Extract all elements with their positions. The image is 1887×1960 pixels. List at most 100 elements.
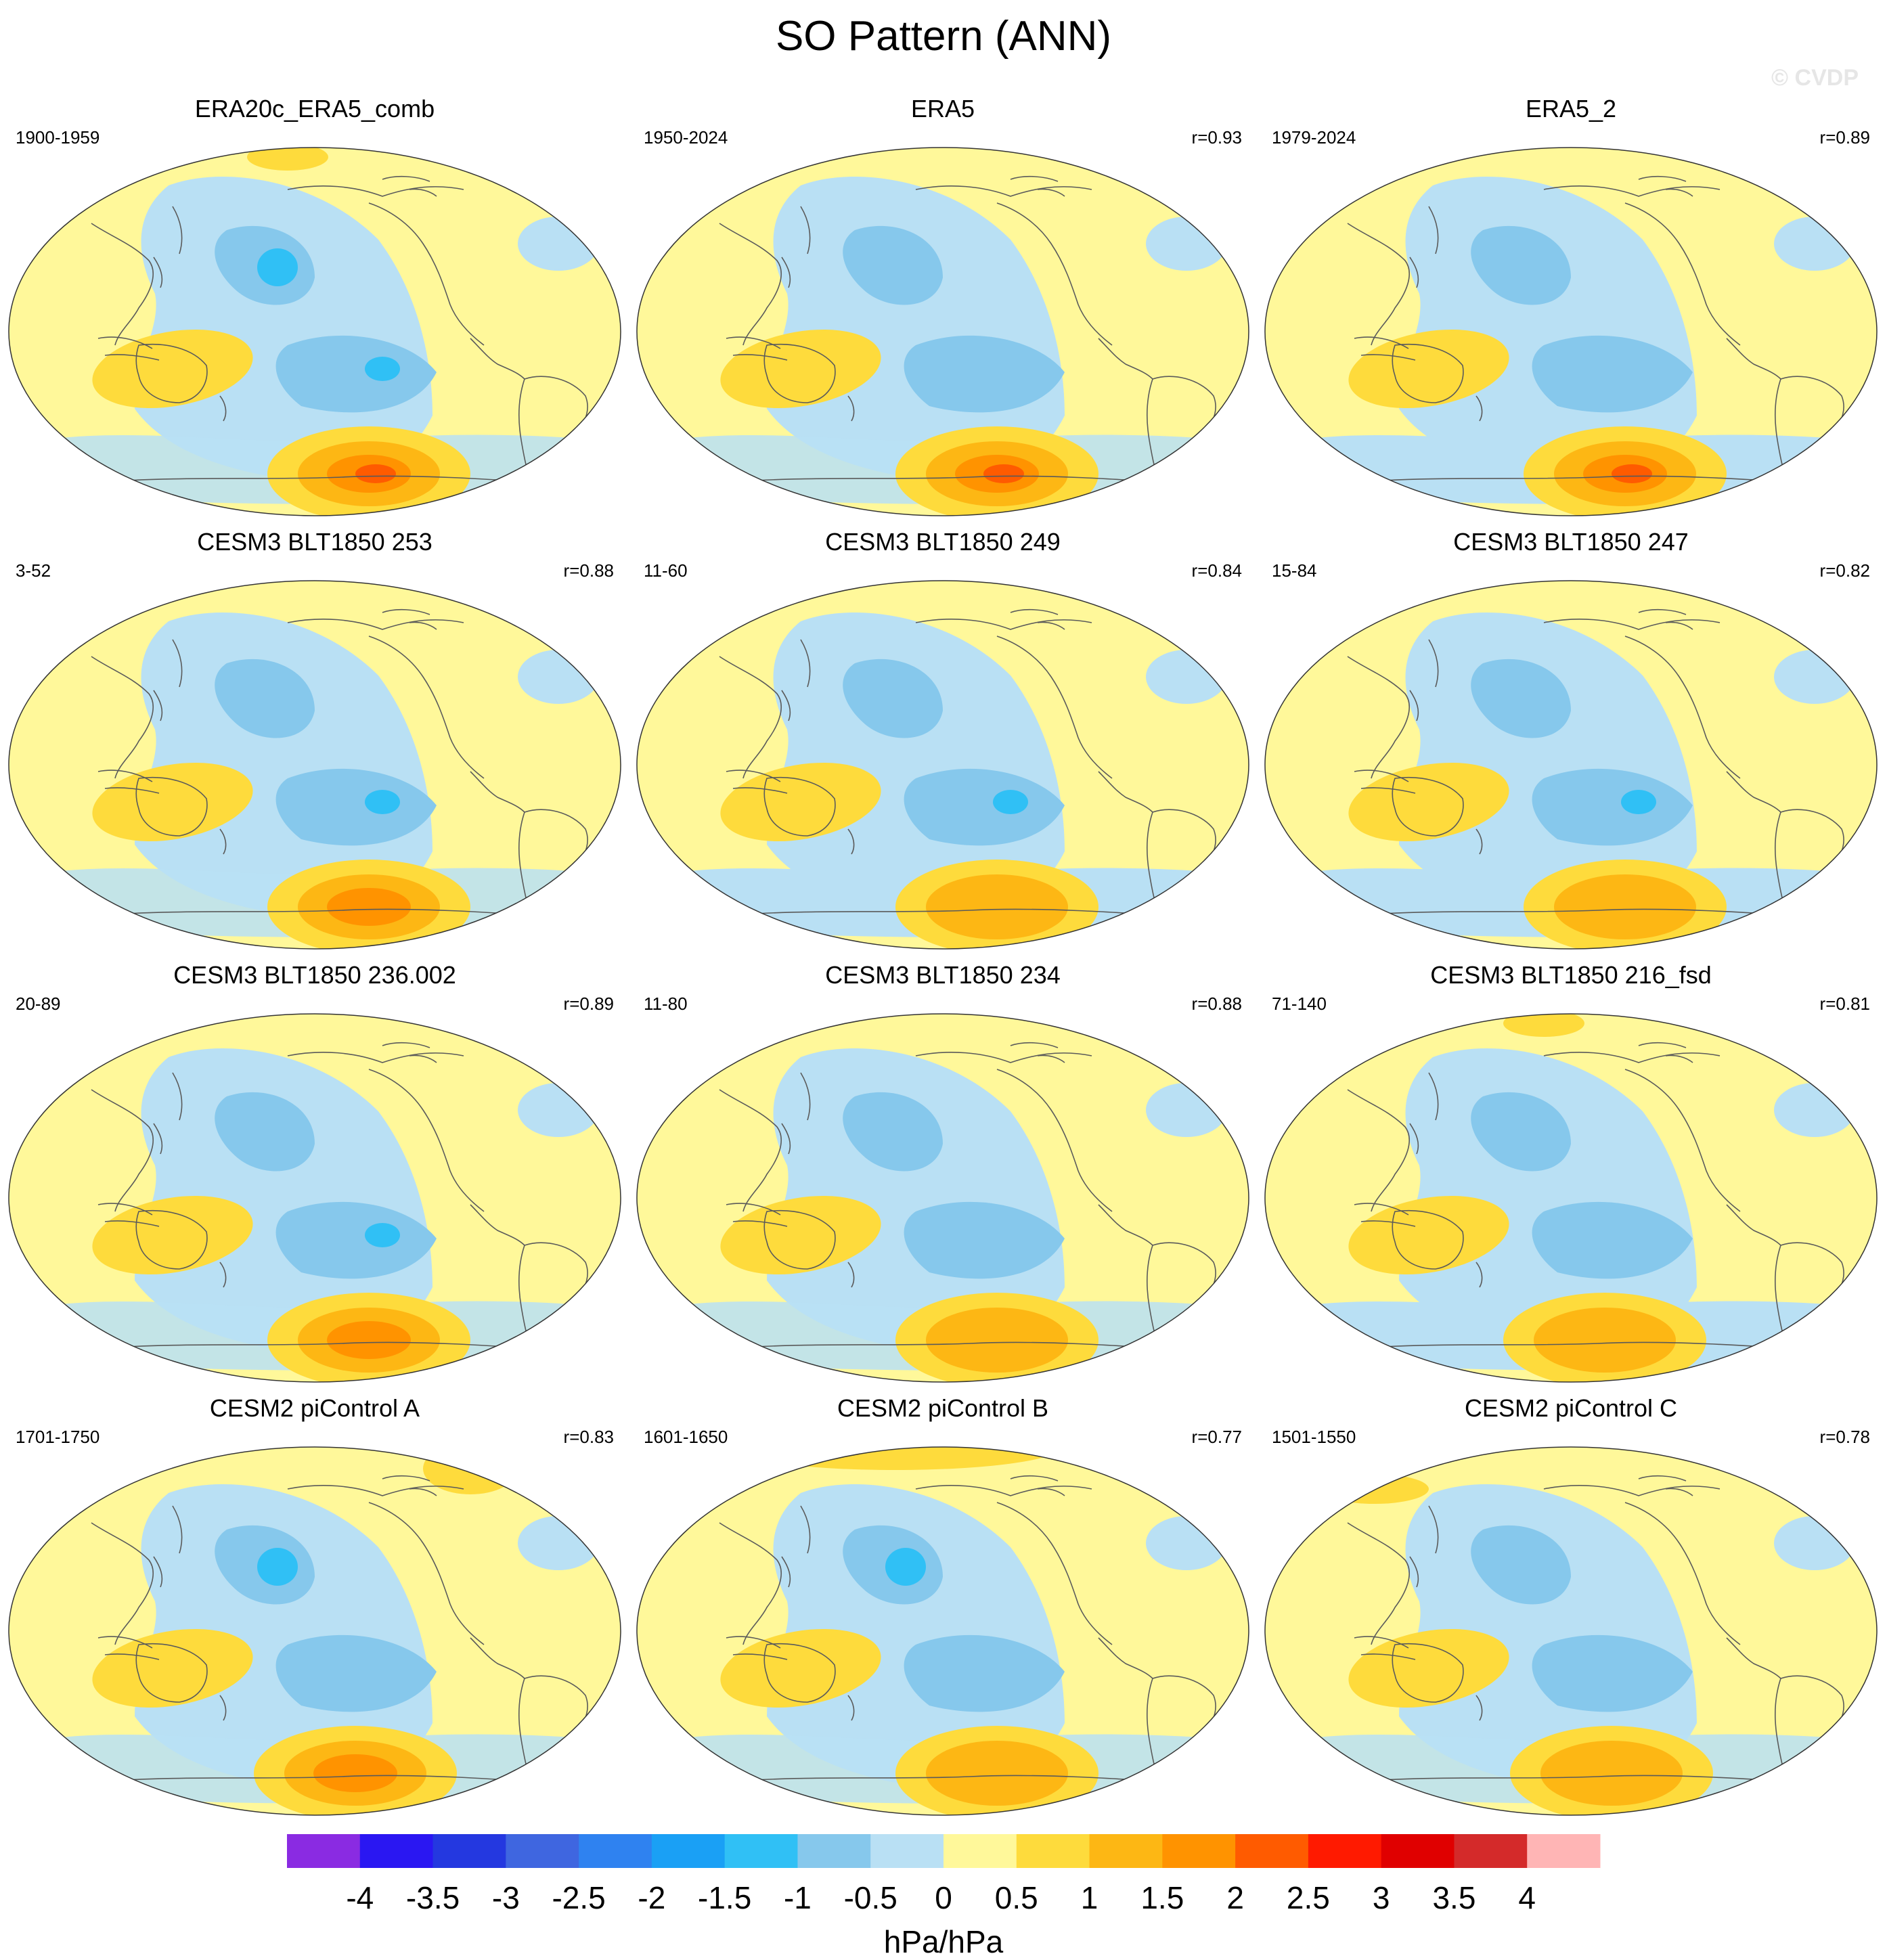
map-border — [636, 580, 1249, 950]
coastline-segment — [763, 343, 836, 403]
coastline-segment — [382, 608, 437, 630]
map-svg — [8, 580, 621, 950]
field-atlantic-low — [518, 650, 599, 704]
map-svg — [8, 1013, 621, 1383]
field-atlantic-low — [1146, 217, 1227, 271]
coastline-segment — [726, 336, 788, 361]
coastline-segment — [470, 1204, 525, 1246]
colorbar-swatch — [579, 1834, 652, 1868]
colorbar-tick-label: 3.5 — [1432, 1880, 1475, 1915]
field-spac-low — [1532, 1634, 1693, 1712]
colorbar-swatch — [1235, 1834, 1309, 1868]
coastline-segment — [996, 1069, 1113, 1212]
field-atlantic-low — [1774, 217, 1855, 271]
map-svg — [636, 1446, 1249, 1816]
colorbar-swatch — [1308, 1834, 1382, 1868]
map-border — [8, 1446, 621, 1816]
coastline-segment — [1392, 1643, 1464, 1703]
map-fields — [9, 1014, 621, 1382]
panel-title: ERA20c_ERA5_comb — [194, 95, 435, 122]
colorbar-swatch — [724, 1834, 798, 1868]
coastline-segment — [726, 1636, 788, 1660]
coastline-segment — [219, 1695, 227, 1721]
field-spac-low — [904, 1634, 1065, 1712]
coastline-segment — [996, 636, 1113, 779]
field-southern-high-l3 — [926, 1741, 1068, 1806]
coastline-segment — [91, 656, 154, 779]
coastline-segment — [219, 395, 227, 422]
coastline-segment — [1638, 1042, 1693, 1063]
field-australia-high — [92, 329, 253, 409]
coastline-segment — [1726, 1637, 1781, 1679]
coastline-segment — [91, 1089, 154, 1212]
panel-title: CESM2 piControl C — [1464, 1394, 1678, 1422]
coastline-segment — [847, 1695, 855, 1721]
watermark: © CVDP — [1771, 65, 1859, 91]
map-border — [1264, 1446, 1878, 1816]
field-spac-low — [275, 335, 437, 413]
coastline-segment — [1726, 771, 1781, 813]
field-southern-high-l3 — [1534, 1308, 1676, 1373]
map-panel: ERA20c_ERA5_comb 1900-1959 — [3, 95, 626, 521]
colorbar-tick-label: 0.5 — [995, 1880, 1038, 1915]
field-arctic-high — [1503, 1014, 1584, 1037]
coastline-segment — [763, 776, 836, 837]
coastline-segment — [153, 1505, 183, 1588]
coastline-segment — [1624, 1502, 1741, 1645]
map-panel: CESM3 BLT1850 234 11-80 r=0.88 — [631, 961, 1254, 1387]
coastline-segment — [135, 343, 208, 403]
coastline-segment — [1624, 636, 1741, 779]
field-atlantic-low — [1146, 1083, 1227, 1137]
panel-title: CESM3 BLT1850 247 — [1453, 528, 1689, 556]
coastline-segment — [470, 338, 525, 380]
coastlines — [712, 1042, 1216, 1354]
coastline-segment — [1098, 338, 1153, 380]
panel-correlation: r=0.88 — [563, 560, 614, 581]
coastline-segment — [1543, 185, 1721, 197]
coastline-segment — [97, 770, 160, 794]
field-spac-low-core — [993, 790, 1028, 814]
field-atlantic-low — [1774, 650, 1855, 704]
coastline-segment — [368, 1502, 485, 1645]
field-atlantic-low — [518, 1516, 599, 1570]
field-npac-low-core — [257, 1548, 298, 1586]
map-panel: CESM2 piControl A 1701-1750 r=0.83 — [3, 1394, 626, 1821]
coastline-segment — [153, 639, 183, 721]
field-arctic-high — [247, 148, 328, 171]
colorbar-tick-label: -1 — [784, 1880, 812, 1915]
coastlines — [84, 1042, 588, 1354]
panel-title: CESM3 BLT1850 234 — [825, 961, 1061, 989]
panel-years: 1601-1650 — [644, 1427, 728, 1447]
map-fields — [637, 1014, 1249, 1382]
coastlines — [84, 175, 588, 488]
colorbar-tick-label: -1.5 — [698, 1880, 751, 1915]
coastline-segment — [1475, 1695, 1483, 1721]
coastline-segment — [1409, 1505, 1439, 1588]
coastline-segment — [84, 1341, 559, 1351]
field-spac-low-core — [365, 790, 400, 814]
field-npac-low — [843, 225, 943, 305]
coastline-segment — [135, 1209, 208, 1270]
map-svg — [636, 147, 1249, 516]
coastline-segment — [368, 1069, 485, 1212]
field-negative-pacific — [135, 1484, 432, 1791]
coastline-segment — [1409, 1072, 1439, 1155]
coastline-segment — [368, 202, 485, 346]
panel-correlation: r=0.78 — [1819, 1427, 1870, 1447]
field-australia-high — [720, 329, 881, 409]
field-australia-high — [1348, 1628, 1509, 1708]
coastline-segment — [1098, 1637, 1153, 1679]
colorbar-tick-label: 2 — [1226, 1880, 1244, 1915]
map-panel: ERA5_2 1979-2024 r=0.89 — [1260, 95, 1882, 521]
colorbar-units: hPa/hPa — [883, 1924, 1004, 1959]
colorbar-tick-label: -3 — [492, 1880, 520, 1915]
colorbar-tick-label: 0 — [935, 1880, 952, 1915]
coastline-segment — [1392, 1209, 1464, 1270]
field-npac-low — [1471, 1525, 1571, 1605]
field-atlantic-low — [1146, 650, 1227, 704]
colorbar-swatch — [944, 1834, 1017, 1868]
coastline-segment — [1340, 908, 1815, 918]
colorbar-swatch — [1381, 1834, 1455, 1868]
map-fields — [1265, 1447, 1877, 1815]
map-svg — [1264, 1446, 1878, 1816]
